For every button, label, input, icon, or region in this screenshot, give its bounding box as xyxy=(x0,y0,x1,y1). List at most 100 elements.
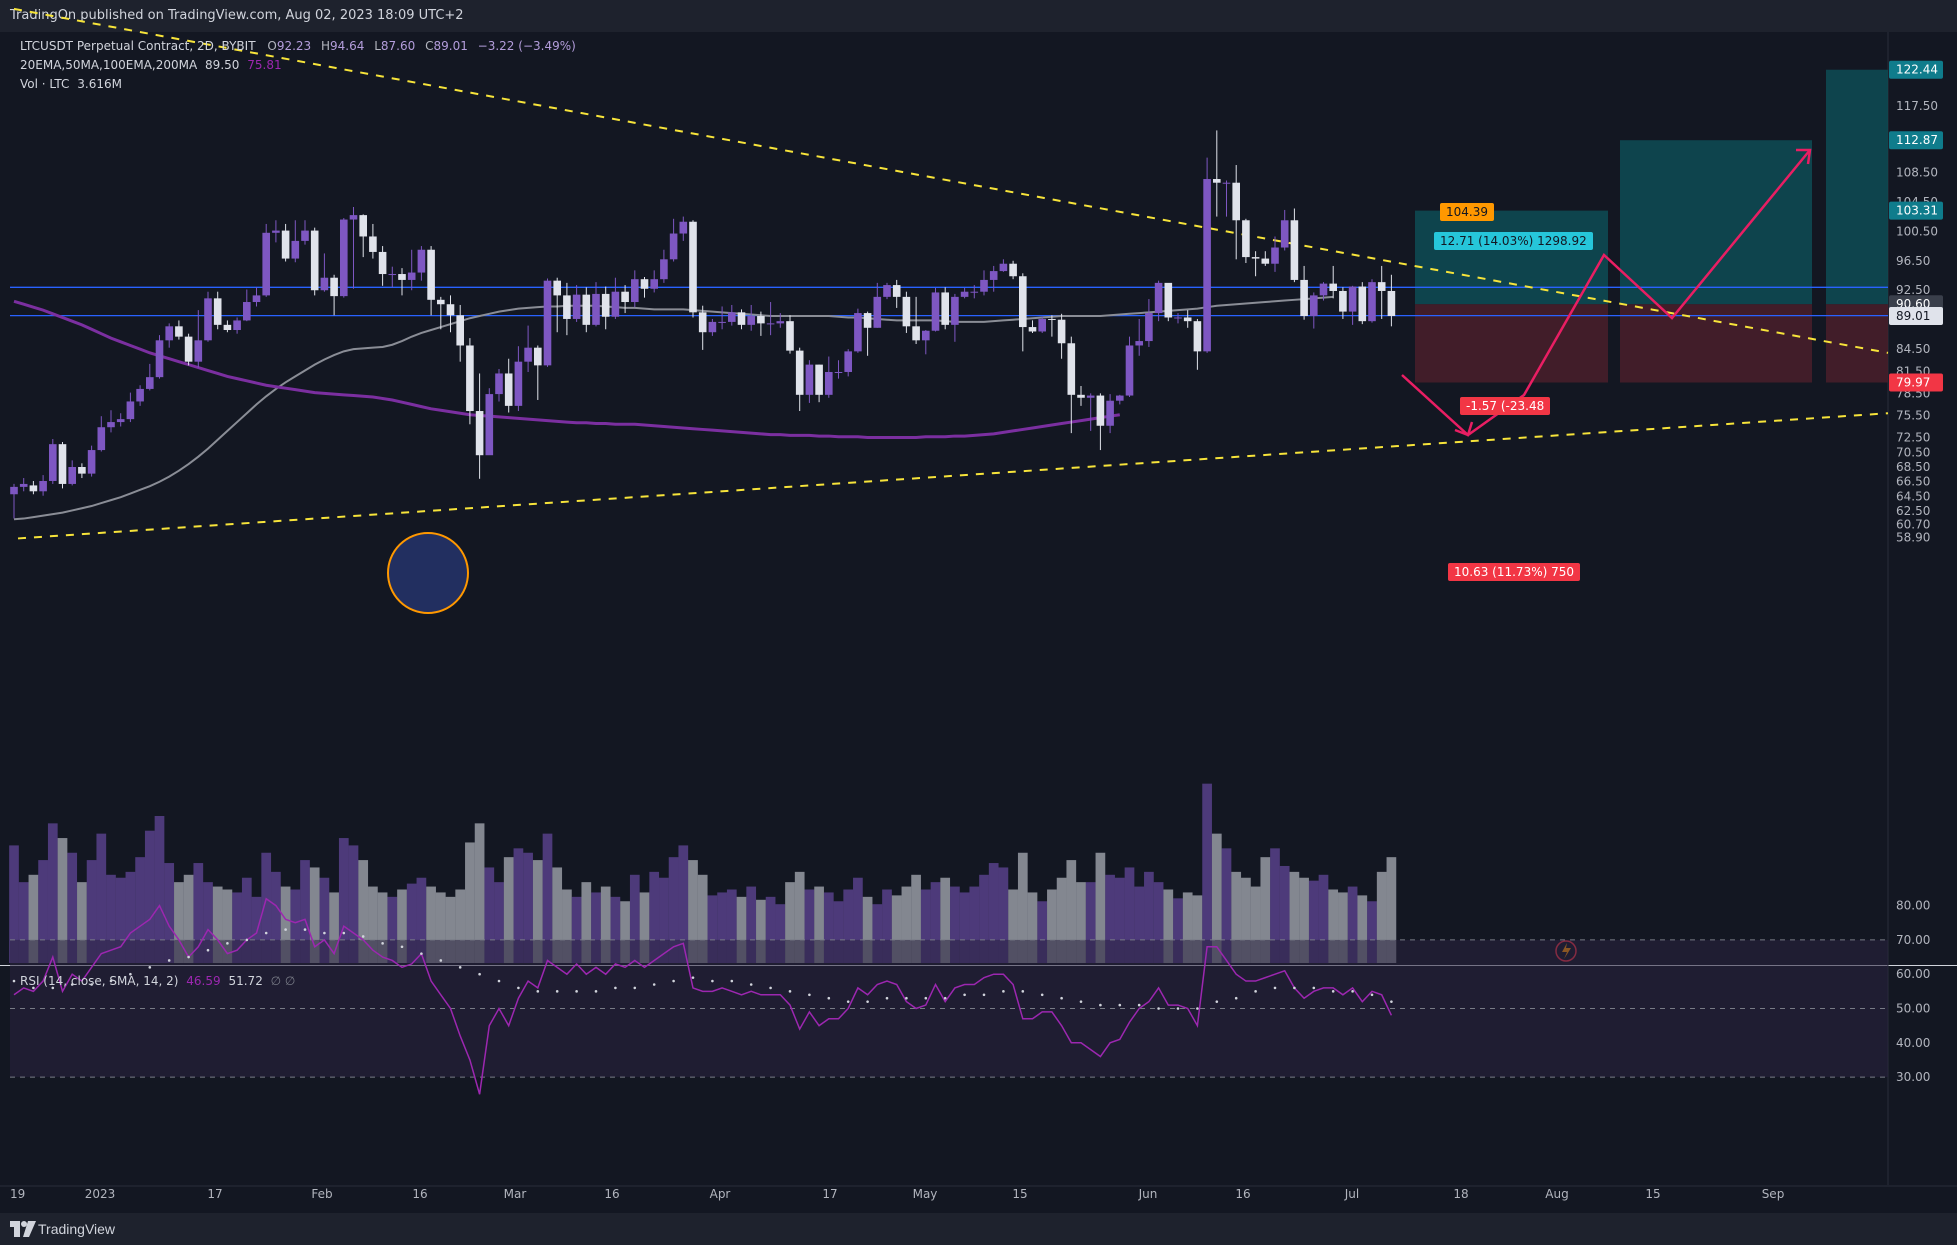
candle[interactable] xyxy=(1096,395,1105,426)
candle[interactable] xyxy=(795,350,804,395)
candle[interactable] xyxy=(999,263,1008,272)
ma50-line[interactable] xyxy=(13,295,1334,521)
volume-label[interactable]: Vol · LTC xyxy=(20,77,70,91)
candle[interactable] xyxy=(1387,290,1396,317)
candle[interactable] xyxy=(1251,257,1260,259)
candle[interactable] xyxy=(873,296,882,328)
candle[interactable] xyxy=(58,444,67,484)
candle[interactable] xyxy=(640,279,649,289)
candle[interactable] xyxy=(107,422,115,428)
candle[interactable] xyxy=(359,215,367,237)
candle[interactable] xyxy=(407,272,416,280)
candle[interactable] xyxy=(97,427,106,451)
candle[interactable] xyxy=(165,326,173,341)
candle[interactable] xyxy=(1048,318,1056,320)
candle[interactable] xyxy=(902,296,911,327)
rsi-line[interactable] xyxy=(13,897,1393,1095)
candle[interactable] xyxy=(766,323,775,325)
candle[interactable] xyxy=(87,450,96,474)
candle[interactable] xyxy=(757,316,765,324)
candle[interactable] xyxy=(951,296,959,325)
candle[interactable] xyxy=(1164,282,1173,318)
candle[interactable] xyxy=(378,251,387,275)
candle[interactable] xyxy=(1028,327,1037,332)
candle[interactable] xyxy=(892,285,901,297)
candle[interactable] xyxy=(601,293,610,317)
candle[interactable] xyxy=(1348,286,1357,312)
candle[interactable] xyxy=(1077,394,1085,398)
footer-brand[interactable]: TradingView xyxy=(38,1221,116,1237)
candle[interactable] xyxy=(1339,290,1347,312)
candle[interactable] xyxy=(698,312,707,333)
candle[interactable] xyxy=(650,279,658,289)
symbol-name[interactable]: LTCUSDT Perpetual Contract, 2D, BYBIT xyxy=(20,39,256,53)
candle[interactable] xyxy=(485,394,494,456)
candle[interactable] xyxy=(194,340,203,362)
candle[interactable] xyxy=(534,347,542,366)
candle[interactable] xyxy=(204,298,212,341)
candle[interactable] xyxy=(805,364,814,395)
candle[interactable] xyxy=(970,291,979,293)
candle[interactable] xyxy=(146,377,154,389)
candle[interactable] xyxy=(825,371,833,395)
candle[interactable] xyxy=(175,326,183,337)
candle[interactable] xyxy=(1145,313,1153,342)
candle[interactable] xyxy=(456,315,464,346)
candle[interactable] xyxy=(213,298,222,325)
candle[interactable] xyxy=(1019,276,1027,328)
candle[interactable] xyxy=(340,219,348,297)
candle[interactable] xyxy=(1310,295,1318,317)
projection-path[interactable] xyxy=(1401,149,1811,437)
candle[interactable] xyxy=(834,371,843,373)
profit-zone[interactable] xyxy=(1415,210,1608,305)
candle[interactable] xyxy=(126,401,135,420)
candle[interactable] xyxy=(1116,395,1124,401)
candle[interactable] xyxy=(931,292,940,331)
candle[interactable] xyxy=(155,340,164,378)
candle[interactable] xyxy=(776,321,785,324)
candle[interactable] xyxy=(29,485,38,492)
candle[interactable] xyxy=(708,321,717,333)
candle[interactable] xyxy=(1290,220,1299,280)
candle[interactable] xyxy=(349,215,358,220)
candle[interactable] xyxy=(1300,279,1308,317)
candle[interactable] xyxy=(39,480,47,492)
candle[interactable] xyxy=(1125,345,1134,396)
loss-zone[interactable] xyxy=(1826,304,1888,383)
candle[interactable] xyxy=(718,321,726,323)
candle[interactable] xyxy=(1067,343,1076,395)
candle[interactable] xyxy=(495,373,503,395)
candle[interactable] xyxy=(310,230,319,291)
candle[interactable] xyxy=(1319,283,1328,296)
candle[interactable] xyxy=(10,486,18,495)
candle[interactable] xyxy=(78,466,86,474)
candle[interactable] xyxy=(388,274,397,276)
candle[interactable] xyxy=(1329,283,1337,291)
candle[interactable] xyxy=(1271,247,1279,264)
candle[interactable] xyxy=(582,294,591,325)
candle[interactable] xyxy=(1358,286,1367,322)
candle[interactable] xyxy=(728,312,736,322)
candle[interactable] xyxy=(854,313,862,352)
candle[interactable] xyxy=(417,249,426,273)
candle[interactable] xyxy=(369,236,377,252)
candle[interactable] xyxy=(669,233,678,260)
candle[interactable] xyxy=(475,411,484,456)
candle[interactable] xyxy=(330,277,338,297)
candle[interactable] xyxy=(1009,263,1017,277)
candle[interactable] xyxy=(1368,282,1376,322)
candle[interactable] xyxy=(49,444,57,481)
candle[interactable] xyxy=(989,271,998,280)
candle[interactable] xyxy=(631,279,639,303)
candle[interactable] xyxy=(572,294,581,319)
ma-cross-highlight[interactable] xyxy=(387,532,469,614)
candle[interactable] xyxy=(320,277,329,291)
candle[interactable] xyxy=(815,364,823,395)
candle[interactable] xyxy=(621,291,629,303)
candle[interactable] xyxy=(679,221,688,234)
candle[interactable] xyxy=(1154,282,1163,314)
candle[interactable] xyxy=(660,259,668,280)
candle[interactable] xyxy=(243,302,251,321)
candle[interactable] xyxy=(1038,318,1046,332)
